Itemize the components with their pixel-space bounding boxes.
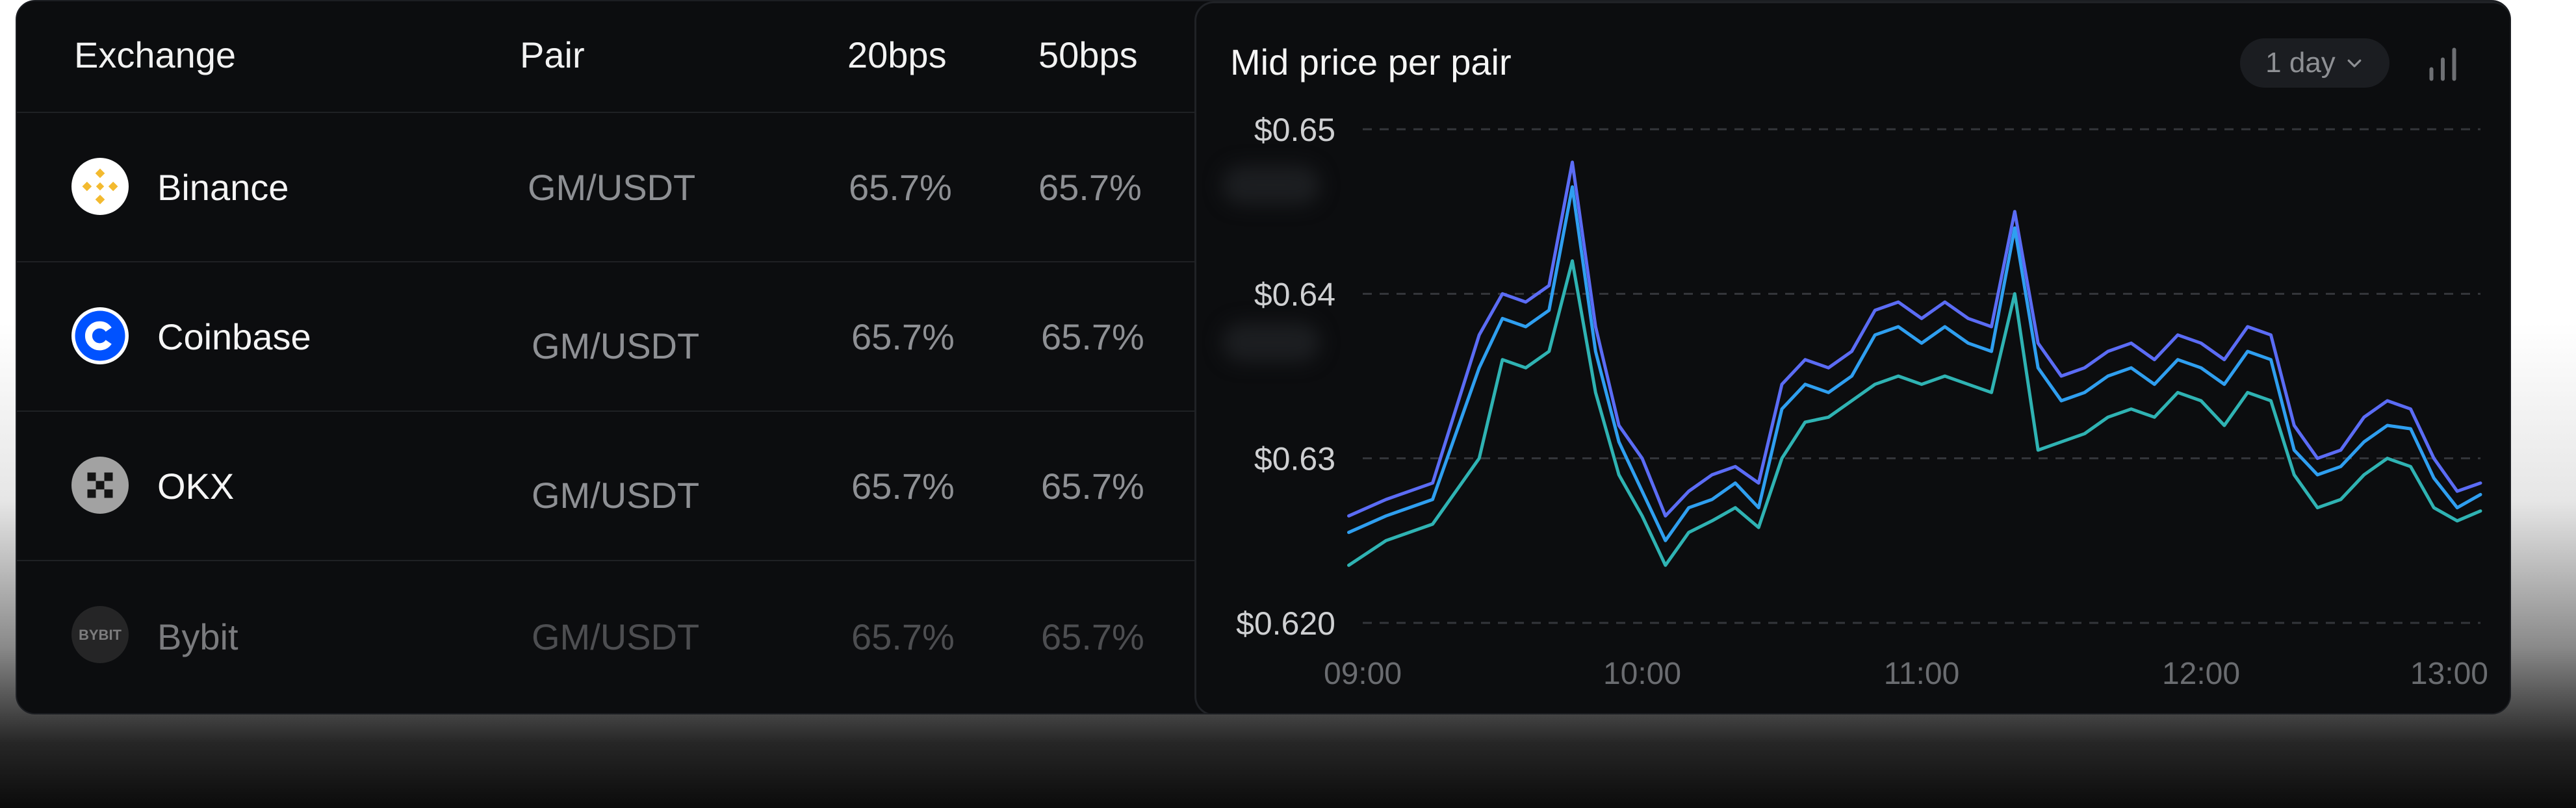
binance-logo-icon: [71, 158, 129, 215]
x-tick-label: 11:00: [1884, 657, 1960, 691]
blurred-label: [1222, 166, 1320, 205]
pair-value: GM/USDT: [528, 167, 696, 208]
series-line-2: [1347, 185, 2482, 542]
header-20bps[interactable]: 20bps: [847, 34, 947, 75]
mid-price-line-chart[interactable]: $0.65 $0.64 $0.63 $0.620 09:00 10:00 11:00 12:0…: [1196, 3, 2511, 714]
bps50-value: 65.7%: [1041, 316, 1144, 357]
exchange-name: Binance: [157, 167, 289, 208]
y-tick-label: $0.65: [1254, 112, 1335, 148]
chart-title: Mid price per pair: [1230, 42, 1512, 82]
exchange-name: OKX: [157, 466, 235, 507]
okx-logo-icon: [71, 457, 129, 514]
exchange-name: Coinbase: [157, 316, 311, 357]
time-range-label: 1 day: [2265, 47, 2336, 79]
y-tick-label: $0.64: [1254, 276, 1335, 312]
table-header: Exchange Pair 20bps 50bps: [17, 1, 1197, 113]
exchange-name: Bybit: [157, 616, 238, 657]
y-tick-label: $0.63: [1254, 441, 1335, 477]
pair-value: GM/USDT: [532, 325, 700, 366]
svg-text:BYBIT: BYBIT: [79, 627, 122, 643]
chevron-down-icon: [2347, 59, 2362, 68]
x-tick-label: 13:00: [2410, 657, 2488, 691]
bps50-value: 65.7%: [1041, 466, 1144, 507]
exchange-table: Exchange Pair 20bps 50bps Binance G: [17, 1, 1197, 713]
liquidity-card: Exchange Pair 20bps 50bps Binance G: [16, 0, 2511, 714]
bybit-logo-icon: BYBIT: [71, 606, 129, 663]
header-pair[interactable]: Pair: [520, 34, 585, 75]
x-tick-label: 10:00: [1603, 657, 1681, 691]
time-range-dropdown[interactable]: 1 day: [2240, 38, 2389, 88]
table-row[interactable]: Coinbase GM/USDT 65.7% 65.7%: [17, 261, 1197, 412]
bps20-value: 65.7%: [851, 316, 955, 357]
table-row[interactable]: BYBIT Bybit GM/USDT 65.7% 65.7%: [17, 560, 1197, 709]
bps20-value: 65.7%: [851, 616, 955, 657]
bps50-value: 65.7%: [1038, 167, 1142, 208]
x-tick-label: 12:00: [2162, 657, 2240, 691]
coinbase-logo-icon: [71, 307, 129, 364]
table-row[interactable]: OKX GM/USDT 65.7% 65.7%: [17, 410, 1197, 561]
bps20-value: 65.7%: [849, 167, 952, 208]
header-exchange[interactable]: Exchange: [74, 34, 237, 75]
x-tick-label: 09:00: [1324, 657, 1402, 691]
pair-value: GM/USDT: [532, 475, 700, 516]
mid-price-chart-panel: Mid price per pair 1 day $0.65 $0.64 $0.63…: [1194, 1, 2511, 714]
header-50bps[interactable]: 50bps: [1038, 34, 1138, 75]
table-row[interactable]: Binance GM/USDT 65.7% 65.7%: [17, 112, 1197, 262]
bar-chart-icon[interactable]: [2423, 45, 2462, 84]
blurred-label: [1222, 323, 1320, 362]
pair-value: GM/USDT: [532, 616, 700, 657]
y-tick-label: $0.620: [1236, 605, 1335, 642]
series-line-3: [1347, 259, 2482, 567]
series-line-1: [1347, 160, 2482, 518]
bps50-value: 65.7%: [1041, 616, 1144, 657]
bps20-value: 65.7%: [851, 466, 955, 507]
